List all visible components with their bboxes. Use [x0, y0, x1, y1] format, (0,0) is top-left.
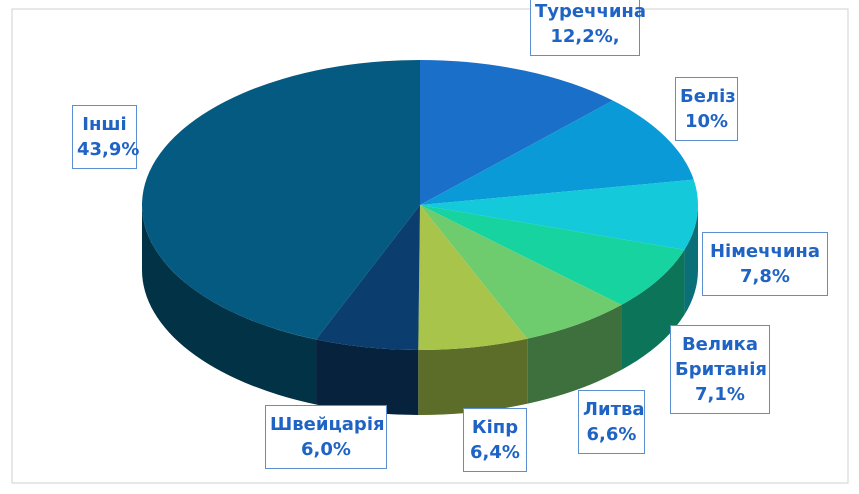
slice — [420, 60, 613, 205]
slice — [420, 100, 694, 205]
data-label: Кіпр 6,4% — [463, 408, 527, 472]
data-label: Швейцарія 6,0% — [265, 405, 387, 469]
slice-side — [316, 339, 419, 415]
slice — [418, 205, 528, 350]
data-label: Німеччина 7,8% — [702, 232, 828, 296]
slice-side — [684, 205, 698, 315]
slice — [420, 179, 698, 250]
slice — [420, 205, 685, 305]
label-name: Велика Британія — [675, 334, 767, 380]
slice-side — [141, 205, 317, 405]
slice — [420, 205, 622, 339]
label-value: 6,0% — [301, 439, 351, 460]
slice-side — [418, 338, 528, 415]
label-name: Литва — [583, 399, 645, 420]
label-value: 43,9% — [77, 139, 140, 160]
label-value: 10% — [684, 111, 729, 132]
label-value: 6,6% — [586, 424, 637, 445]
slice — [316, 205, 420, 350]
data-label: Інші 43,9% — [72, 105, 140, 169]
label-name: Швейцарія — [270, 414, 385, 435]
label-value: 7,1% — [695, 384, 745, 405]
label-name: Кіпр — [471, 417, 519, 438]
data-label: Литва 6,6% — [578, 390, 645, 454]
slice-side — [527, 304, 622, 404]
label-value: 7,8% — [740, 266, 790, 287]
slice — [141, 60, 420, 340]
slice-side — [621, 249, 685, 370]
data-label: Туреччина 12,2%, — [530, 0, 647, 56]
label-name: Інші — [82, 114, 127, 135]
data-label: Беліз 10% — [675, 77, 738, 141]
frame — [11, 8, 849, 484]
label-value: 6,4% — [470, 442, 520, 463]
label-value: 12,2%, — [550, 26, 620, 47]
label-name: Беліз — [680, 86, 736, 107]
label-name: Туреччина — [535, 1, 647, 22]
data-label: Велика Британія 7,1% — [670, 325, 770, 414]
label-name: Німеччина — [709, 241, 821, 262]
